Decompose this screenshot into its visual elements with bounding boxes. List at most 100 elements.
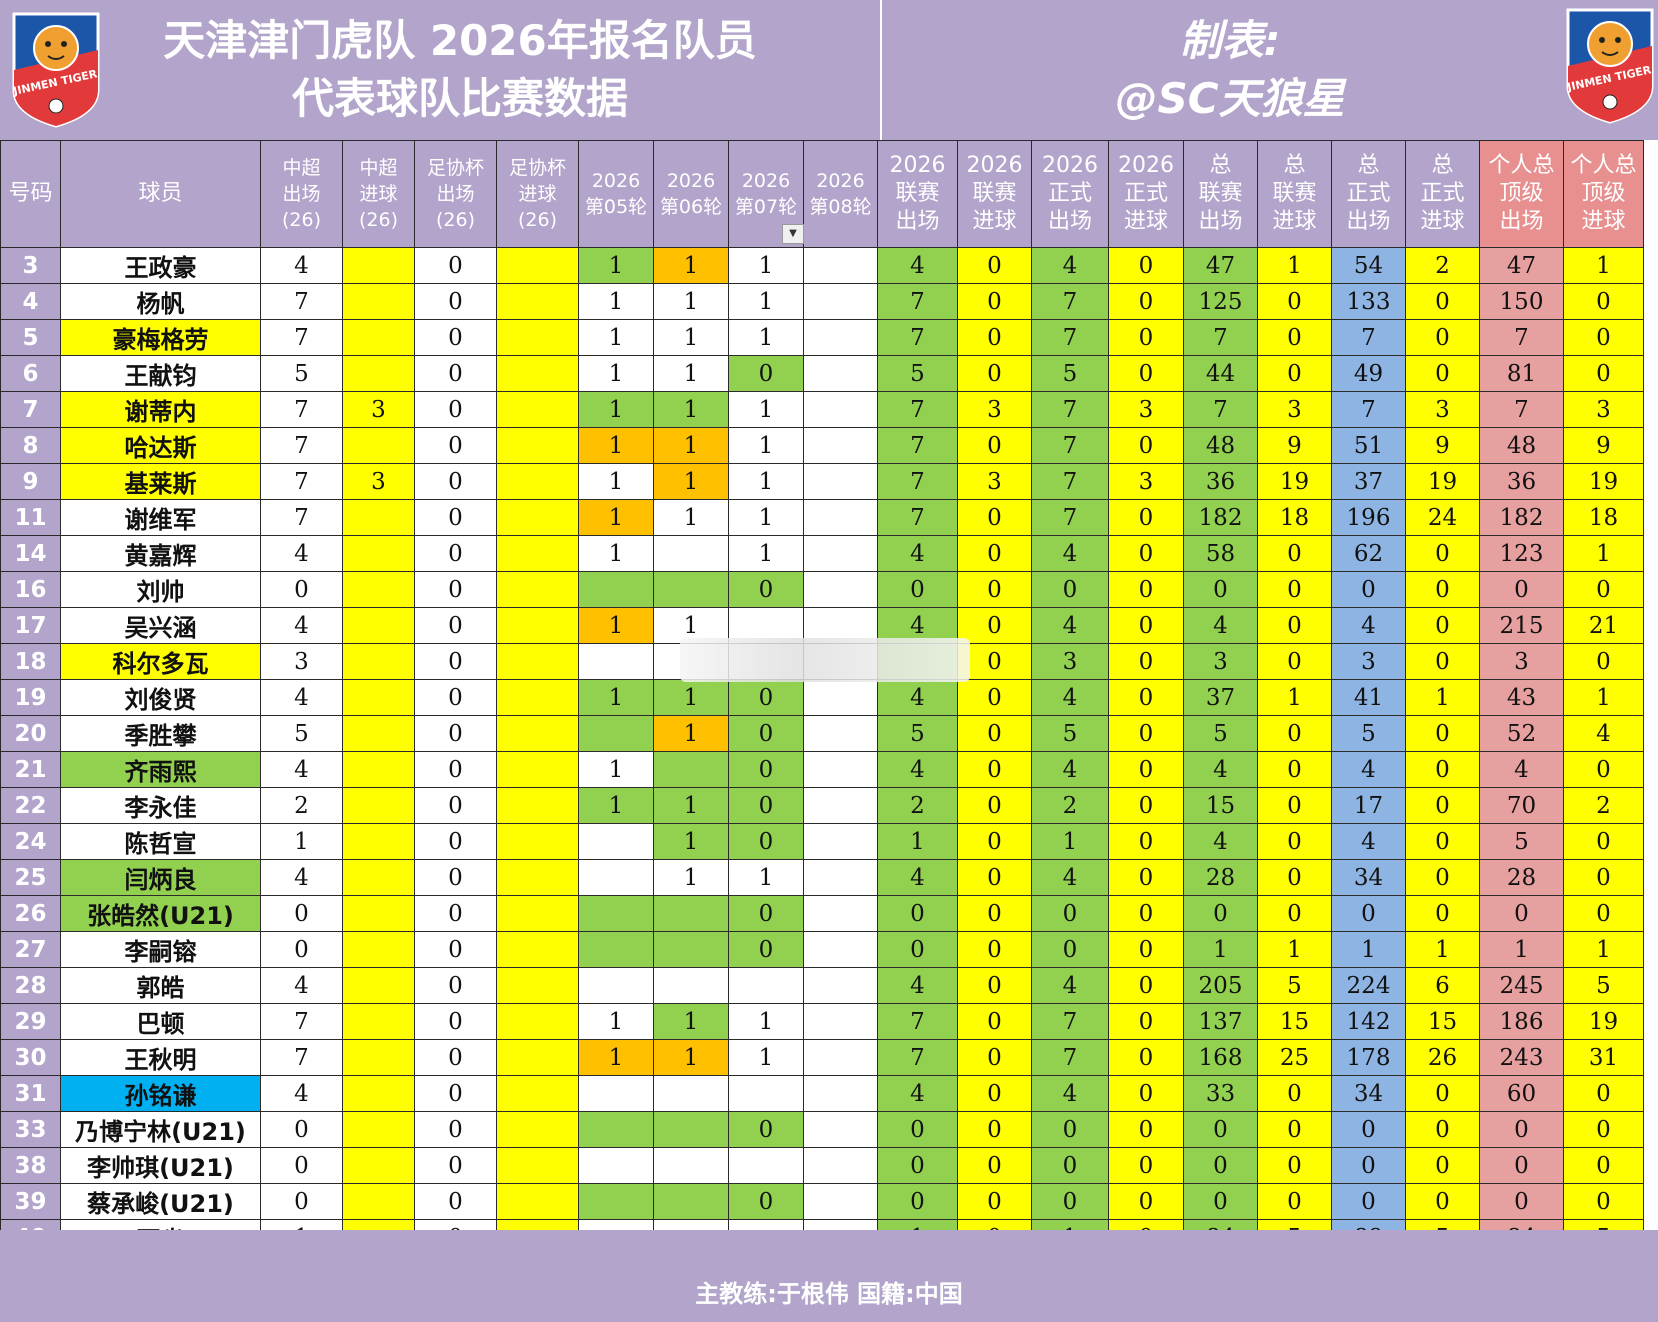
stat-cell: 5: [877, 715, 958, 752]
table-row: 22 李永佳 2 0 1 1 0 2 0 2 0 15 0 17 0 70 2: [0, 787, 1644, 824]
shirt-number: 30: [0, 1039, 61, 1076]
stat-cell: 2: [877, 787, 958, 824]
stat-cell: 7: [877, 463, 958, 500]
stat-cell: 5: [1563, 967, 1644, 1004]
stat-cell: 4: [1479, 751, 1564, 788]
column-header: 总正式进球总正式进球: [1405, 140, 1480, 248]
stat-cell: 0: [414, 859, 497, 896]
stat-cell: 15: [1405, 1003, 1480, 1040]
stat-cell: 15: [1183, 787, 1258, 824]
stat-cell: 3: [1405, 391, 1480, 428]
stat-cell: [803, 1147, 878, 1184]
stat-cell: 0: [260, 1147, 343, 1184]
stat-cell: 3: [1563, 391, 1644, 428]
stat-cell: [803, 607, 878, 644]
stat-cell: 4: [1031, 1075, 1109, 1112]
stat-cell: 0: [957, 535, 1032, 572]
stat-cell: 0: [1108, 715, 1184, 752]
table-row: 7 谢蒂内 7 3 0 1 1 1 7 3 7 3 7 3 7 3 7 3: [0, 391, 1644, 428]
stat-cell: 0: [414, 643, 497, 680]
stat-cell: [342, 427, 415, 464]
stat-cell: 1: [728, 499, 804, 536]
stat-cell: 1: [578, 463, 654, 500]
stat-cell: [578, 1147, 654, 1184]
stat-cell: 0: [1108, 535, 1184, 572]
stat-cell: 0: [1183, 1183, 1258, 1220]
stat-cell: 215: [1479, 607, 1564, 644]
stat-cell: 1: [653, 319, 729, 356]
filter-dropdown-icon[interactable]: ▼: [782, 224, 804, 244]
stat-cell: 1: [728, 1003, 804, 1040]
stat-cell: 15: [1257, 1003, 1332, 1040]
stat-cell: 0: [1257, 895, 1332, 932]
stat-cell: 168: [1183, 1039, 1258, 1076]
stat-cell: 0: [1257, 355, 1332, 392]
stat-cell: [496, 823, 579, 860]
stat-cell: 0: [414, 1039, 497, 1076]
stat-cell: 142: [1331, 1003, 1406, 1040]
column-header: 2026第08轮2026第08轮: [803, 140, 878, 248]
table-row: 8 哈达斯 7 0 1 1 1 7 0 7 0 48 9 51 9 48 9: [0, 427, 1644, 464]
stat-cell: 0: [1405, 319, 1480, 356]
stat-cell: 7: [260, 319, 343, 356]
stat-cell: 0: [728, 355, 804, 392]
table-row: 28 郭皓 4 0 4 0 4 0 205 5 224 6 245 5: [0, 967, 1644, 1004]
stat-cell: 0: [1108, 247, 1184, 284]
player-name: 王献钧: [60, 355, 261, 392]
stat-cell: 18: [1257, 499, 1332, 536]
stat-cell: 0: [1108, 607, 1184, 644]
table-row: 11 谢维军 7 0 1 1 1 7 0 7 0 182 18 196 24 182 18: [0, 499, 1644, 536]
stat-cell: [496, 787, 579, 824]
stat-cell: 0: [728, 679, 804, 716]
player-name: 陈哲宣: [60, 823, 261, 860]
table-row: 39 蔡承峻(U21) 0 0 0 0 0 0 0 0 0 0 0 0 0: [0, 1183, 1644, 1220]
stat-cell: 0: [1257, 751, 1332, 788]
column-header: 2026正式进球2026正式进球: [1108, 140, 1184, 248]
stat-cell: 7: [1031, 283, 1109, 320]
stat-cell: 0: [414, 679, 497, 716]
stat-cell: 44: [1183, 355, 1258, 392]
stat-cell: 4: [877, 679, 958, 716]
stat-cell: 4: [260, 679, 343, 716]
stat-cell: 0: [957, 823, 1032, 860]
stat-cell: [803, 463, 878, 500]
stat-cell: 0: [1563, 859, 1644, 896]
stat-cell: 186: [1479, 1003, 1564, 1040]
title-divider: [880, 0, 882, 140]
stat-cell: [496, 391, 579, 428]
shirt-number: 14: [0, 535, 61, 572]
stat-cell: 4: [260, 859, 343, 896]
stat-cell: [803, 1039, 878, 1076]
stat-cell: [803, 391, 878, 428]
stat-cell: 0: [1405, 895, 1480, 932]
stat-cell: 1: [728, 1039, 804, 1076]
stat-cell: 0: [1108, 859, 1184, 896]
stat-cell: 7: [1031, 499, 1109, 536]
stat-cell: 0: [957, 859, 1032, 896]
stat-cell: 5: [1479, 823, 1564, 860]
stat-cell: 1: [578, 427, 654, 464]
stat-cell: 1: [653, 787, 729, 824]
stat-cell: [342, 319, 415, 356]
stat-cell: 0: [957, 1003, 1032, 1040]
stat-cell: [653, 535, 729, 572]
stat-cell: [578, 1183, 654, 1220]
stat-cell: 0: [1405, 283, 1480, 320]
player-name: 李帅琪(U21): [60, 1147, 261, 1184]
stat-cell: [496, 247, 579, 284]
table-row: 6 王献钧 5 0 1 1 0 5 0 5 0 44 0 49 0 81 0: [0, 355, 1644, 392]
stat-cell: 182: [1183, 499, 1258, 536]
stat-cell: [342, 643, 415, 680]
stat-cell: 48: [1183, 427, 1258, 464]
stat-cell: [496, 1111, 579, 1148]
stat-cell: 0: [414, 1075, 497, 1112]
shirt-number: 19: [0, 679, 61, 716]
stat-cell: 28: [1479, 859, 1564, 896]
stat-cell: 0: [957, 571, 1032, 608]
stat-cell: [496, 1183, 579, 1220]
stat-cell: 1: [578, 535, 654, 572]
stat-cell: 3: [1108, 463, 1184, 500]
stat-cell: 1: [1479, 931, 1564, 968]
stat-cell: 0: [1257, 787, 1332, 824]
stat-cell: [578, 859, 654, 896]
